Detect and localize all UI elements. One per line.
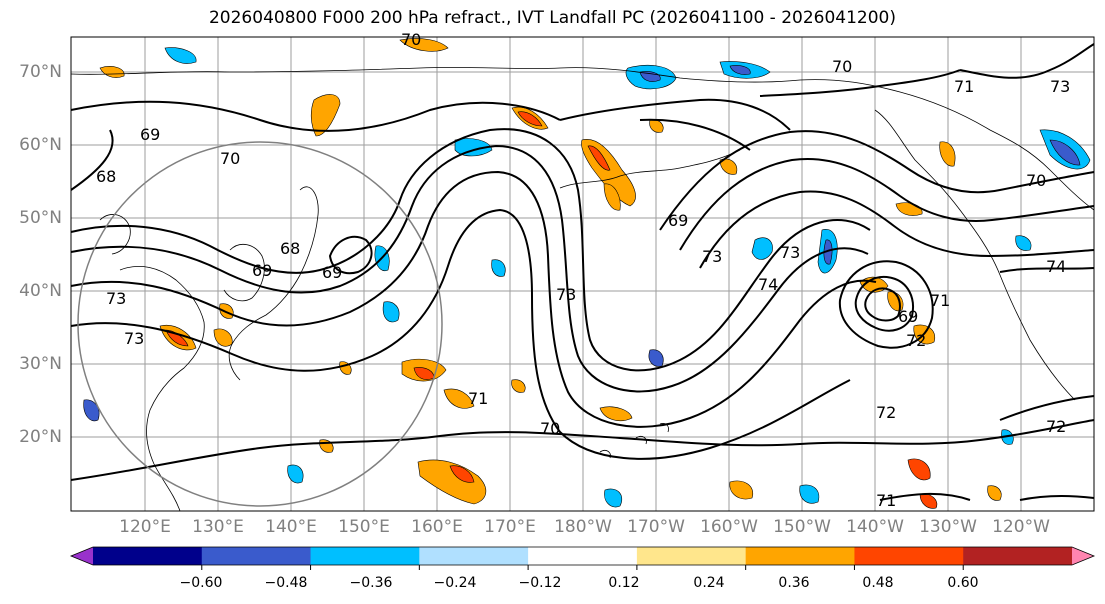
contour-label: 71 — [930, 291, 950, 310]
lon-label-120w: 120°W — [992, 517, 1050, 537]
colorbar-tick: 0.48 — [862, 575, 894, 591]
contour-label: 69 — [668, 211, 688, 230]
lat-label-30n: 30°N — [19, 354, 62, 374]
lat-label-20n: 20°N — [19, 427, 62, 447]
colorbar-segment — [528, 547, 638, 565]
coastlines — [70, 67, 1095, 512]
contour-label: 69 — [322, 263, 342, 282]
contour-label: 71 — [468, 389, 488, 408]
colorbar-tick: −0.48 — [264, 575, 308, 591]
contour-label: 74 — [1046, 257, 1066, 276]
map-panel: 70 70 71 73 69 70 68 69 68 69 73 73 69 7… — [70, 30, 1095, 512]
colorbar-segment — [201, 547, 312, 565]
landfall-region-circle — [77, 141, 443, 507]
lon-label-170e: 170°E — [484, 517, 536, 537]
contour-label: 68 — [96, 167, 116, 186]
lat-label-60n: 60°N — [19, 135, 62, 155]
colorbar-extend-low — [71, 547, 93, 565]
lon-label-160w: 160°W — [700, 517, 758, 537]
contour-label: 69 — [140, 125, 160, 144]
contour-label: 73 — [124, 329, 144, 348]
contour-label: 73 — [780, 243, 800, 262]
contour-label: 70 — [1026, 171, 1046, 190]
contour-label: 74 — [758, 275, 778, 294]
colorbar-outline — [69, 546, 1096, 566]
map-title: 2026040800 F000 200 hPa refract., IVT La… — [208, 8, 896, 28]
lon-label-140e: 140°E — [265, 517, 317, 537]
contour-label: 70 — [832, 57, 852, 76]
contour-label: 69 — [898, 307, 918, 326]
contour-label: 73 — [556, 285, 576, 304]
contour-label: 72 — [906, 331, 926, 350]
contour-label: 71 — [954, 77, 974, 96]
lon-label-140w: 140°W — [846, 517, 904, 537]
colorbar-tick: −0.12 — [518, 575, 562, 591]
lon-label-160e: 160°E — [411, 517, 463, 537]
colorbar — [69, 546, 1096, 570]
contour-label: 70 — [540, 419, 560, 438]
colorbar-segment — [963, 547, 1073, 565]
colorbar-tick: 0.24 — [693, 575, 725, 591]
lon-label-150e: 150°E — [338, 517, 390, 537]
lon-label-120e: 120°E — [119, 517, 171, 537]
colorbar-tick: −0.36 — [349, 575, 393, 591]
contour-label: 72 — [876, 403, 896, 422]
lon-label-180w: 180°W — [554, 517, 612, 537]
lon-label-150w: 150°W — [773, 517, 831, 537]
lat-label-70n: 70°N — [19, 62, 62, 82]
colorbar-extend-high — [1072, 547, 1094, 565]
lon-label-170w: 170°W — [627, 517, 685, 537]
contour-labels: 70 70 71 73 69 70 68 69 68 69 73 73 69 7… — [96, 30, 1070, 510]
contour-label: 73 — [1050, 77, 1070, 96]
refractivity-contours — [70, 43, 1095, 501]
colorbar-segment — [854, 547, 964, 565]
lon-label-130w: 130°W — [919, 517, 977, 537]
graticule — [71, 37, 1094, 511]
colorbar-tick: −0.60 — [179, 575, 223, 591]
colorbar-tick: 0.36 — [778, 575, 810, 591]
colorbar-tick: 0.12 — [608, 575, 640, 591]
lat-label-40n: 40°N — [19, 281, 62, 301]
colorbar-segment — [745, 547, 855, 565]
lon-label-130e: 130°E — [192, 517, 244, 537]
contour-label: 70 — [401, 30, 421, 49]
contour-label: 73 — [106, 289, 126, 308]
contour-label: 72 — [1046, 417, 1066, 436]
colorbar-tick: −0.24 — [433, 575, 477, 591]
contour-label: 73 — [702, 247, 722, 266]
contour-label: 70 — [220, 149, 240, 168]
contour-label: 69 — [252, 261, 272, 280]
colorbar-tick: 0.60 — [947, 575, 979, 591]
colorbar-segment — [310, 547, 420, 565]
filled-anomalies — [83, 38, 1091, 509]
colorbar-segment — [419, 547, 529, 565]
lat-label-50n: 50°N — [19, 208, 62, 228]
contour-label: 71 — [876, 491, 896, 510]
colorbar-segment — [93, 547, 203, 565]
contour-label: 68 — [280, 239, 300, 258]
colorbar-segment — [636, 547, 747, 565]
